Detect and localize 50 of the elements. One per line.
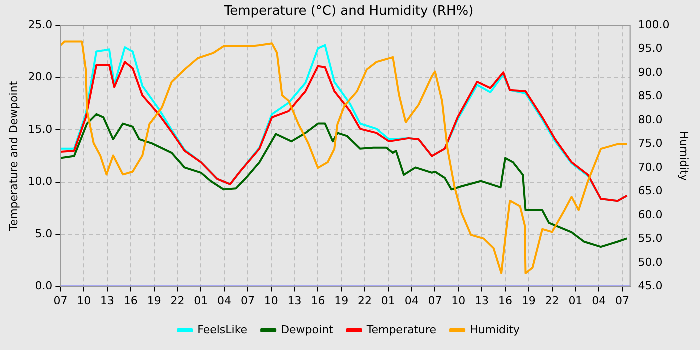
legend-label: Humidity bbox=[470, 323, 520, 336]
x-tick-label: 04 bbox=[404, 294, 419, 308]
y2-axis-title: Humidity bbox=[678, 131, 691, 182]
x-tick-label: 07 bbox=[428, 294, 442, 308]
legend-label: Dewpoint bbox=[281, 323, 334, 336]
x-tick-label: 22 bbox=[358, 294, 372, 308]
legend-label: FeelsLike bbox=[198, 323, 248, 336]
x-tick-label: 01 bbox=[568, 294, 583, 308]
x-tick-label: 07 bbox=[616, 294, 630, 308]
y-tick-label: 5.0 bbox=[35, 227, 53, 240]
x-tick-label: 10 bbox=[452, 294, 466, 308]
y-tick-label: 0.0 bbox=[35, 280, 53, 293]
x-tick-label: 01 bbox=[194, 294, 208, 308]
x-tick-label: 19 bbox=[522, 294, 536, 308]
x-tick-label: 10 bbox=[264, 294, 278, 308]
y-tick-label: 20.0 bbox=[28, 70, 53, 84]
y2-tick-label: 45.0 bbox=[638, 280, 663, 293]
x-tick-label: 13 bbox=[100, 294, 115, 308]
x-tick-label: 10 bbox=[77, 294, 92, 308]
y2-tick-label: 95.0 bbox=[638, 42, 663, 56]
x-tick-label: 01 bbox=[381, 294, 396, 308]
y2-tick-label: 80.0 bbox=[638, 113, 663, 126]
y-tick-label: 10.0 bbox=[28, 175, 53, 188]
y2-tick-label: 70.0 bbox=[638, 160, 663, 174]
y2-tick-label: 90.0 bbox=[638, 66, 663, 79]
x-tick-label: 13 bbox=[475, 294, 490, 308]
y2-tick-label: 100.0 bbox=[638, 18, 670, 32]
y2-tick-label: 50.0 bbox=[638, 256, 663, 269]
x-tick-label: 16 bbox=[498, 294, 512, 308]
y2-tick-label: 55.0 bbox=[638, 232, 663, 246]
y-axis-title: Temperature and Dewpoint bbox=[7, 80, 20, 232]
x-tick-label: 13 bbox=[288, 294, 302, 308]
y2-tick-label: 60.0 bbox=[638, 208, 663, 222]
chart-title: Temperature (°C) and Humidity (RH%) bbox=[223, 4, 474, 20]
y2-tick-label: 65.0 bbox=[638, 184, 663, 198]
x-tick-label: 19 bbox=[147, 294, 162, 308]
x-tick-label: 07 bbox=[240, 294, 255, 308]
x-tick-label: 22 bbox=[545, 294, 560, 308]
x-tick-label: 07 bbox=[54, 294, 68, 308]
x-tick-label: 16 bbox=[311, 294, 326, 308]
x-tick-label: 22 bbox=[170, 294, 185, 308]
y-tick-label: 15.0 bbox=[28, 122, 53, 136]
x-tick-label: 04 bbox=[218, 294, 232, 308]
x-tick-label: 16 bbox=[124, 294, 138, 308]
y2-tick-label: 75.0 bbox=[638, 137, 663, 150]
x-tick-label: 19 bbox=[334, 294, 349, 308]
y2-tick-label: 85.0 bbox=[638, 90, 663, 103]
y-tick-label: 25.0 bbox=[28, 18, 53, 32]
legend-label: Temperature bbox=[366, 323, 437, 336]
x-tick-label: 04 bbox=[592, 294, 606, 308]
